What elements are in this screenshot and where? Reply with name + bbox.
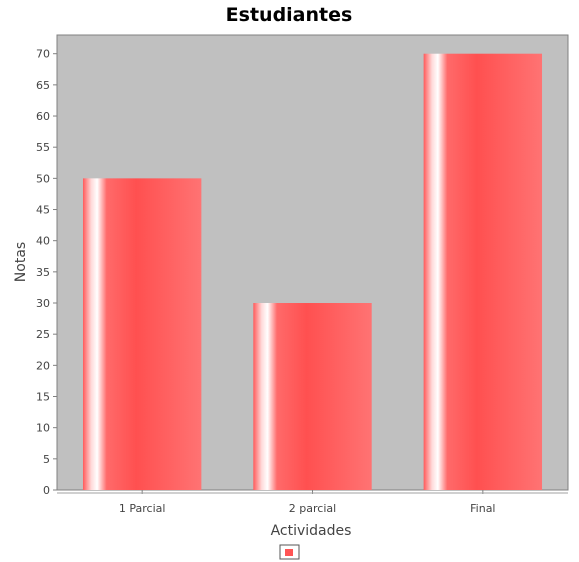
y-tick-label: 15 (36, 391, 50, 404)
y-tick-label: 30 (36, 297, 50, 310)
y-tick-label: 5 (43, 453, 50, 466)
x-axis: 1 Parcial 2 parcial Final (57, 490, 568, 515)
y-tick-label: 10 (36, 422, 50, 435)
y-tick-label: 25 (36, 328, 50, 341)
y-tick-label: 55 (36, 141, 50, 154)
bars-layer (82, 53, 543, 490)
y-axis: 0 5 10 15 20 25 30 35 40 45 50 55 60 65 70 (36, 48, 57, 497)
y-tick-label: 35 (36, 266, 50, 279)
bar-final (423, 53, 543, 490)
x-tick-label: 1 Parcial (119, 502, 166, 515)
y-tick-label: 45 (36, 204, 50, 217)
y-tick-label: 70 (36, 48, 50, 61)
bar-2-parcial (253, 303, 372, 490)
chart-title: Estudiantes (226, 4, 353, 26)
legend-swatch (285, 549, 293, 556)
y-axis-label: Notas (13, 242, 29, 282)
y-tick-label: 65 (36, 79, 50, 92)
legend (279, 544, 300, 560)
y-tick-label: 40 (36, 235, 50, 248)
x-axis-label: Actividades (271, 523, 352, 539)
y-tick-label: 20 (36, 359, 50, 372)
y-tick-label: 60 (36, 110, 50, 123)
x-tick-label: 2 parcial (289, 502, 336, 515)
bar-1-parcial (82, 178, 202, 490)
y-tick-label: 0 (43, 484, 50, 497)
x-tick-label: Final (470, 502, 495, 515)
y-tick-label: 50 (36, 172, 50, 185)
